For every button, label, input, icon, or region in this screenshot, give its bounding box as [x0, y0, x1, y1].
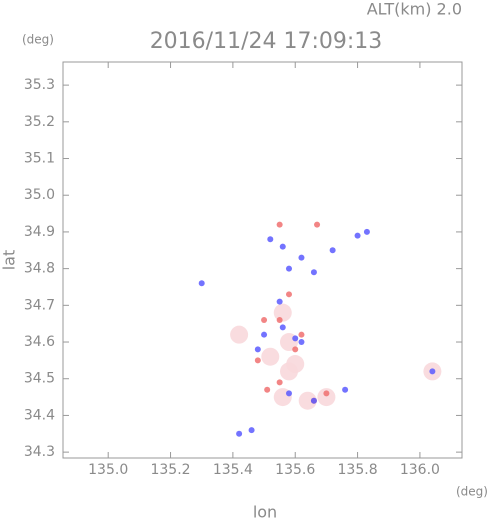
echo-point — [298, 254, 305, 261]
echo-point — [279, 324, 286, 331]
echo-point — [298, 339, 305, 346]
x-tick-label: 135.0 — [88, 462, 128, 478]
x-tick-label: 136.0 — [400, 462, 440, 478]
chart-title: 2016/11/24 17:09:13 — [150, 29, 383, 54]
echo-point — [285, 265, 292, 272]
y-tick-label: 34.5 — [24, 371, 55, 387]
y-tick-label: 34.7 — [24, 297, 55, 313]
echo-point — [298, 391, 317, 410]
echo-point — [354, 232, 361, 239]
y-unit: (deg) — [22, 33, 54, 47]
echo-point — [276, 317, 283, 324]
echo-point — [285, 291, 292, 298]
y-tick-label: 35.1 — [24, 151, 55, 167]
echo-point — [329, 247, 336, 254]
echo-point — [276, 379, 283, 386]
echo-point — [261, 331, 268, 338]
y-tick-label: 35.0 — [24, 187, 55, 203]
echo-point — [317, 388, 336, 407]
x-tick-label: 135.2 — [150, 462, 190, 478]
echo-point — [276, 298, 283, 305]
y-tick-label: 34.3 — [24, 444, 55, 460]
echo-point — [198, 280, 205, 287]
x-tick-label: 135.4 — [213, 462, 253, 478]
echo-point — [298, 331, 305, 338]
echo-point — [292, 335, 299, 342]
echo-point — [342, 386, 349, 393]
echo-point — [264, 386, 271, 393]
plot-frame — [62, 61, 463, 459]
echo-point — [363, 228, 370, 235]
echo-point — [267, 236, 274, 243]
echo-point — [279, 243, 286, 250]
echo-point — [273, 303, 292, 322]
y-axis-label: lat — [0, 250, 19, 271]
echo-point — [230, 325, 249, 344]
echo-point — [429, 368, 436, 375]
echo-point — [261, 317, 268, 324]
y-tick-label: 35.2 — [24, 114, 55, 130]
x-tick-label: 135.6 — [275, 462, 315, 478]
echo-point — [314, 221, 321, 228]
altitude-label: ALT(km) 2.0 — [367, 0, 462, 19]
echo-point — [248, 427, 255, 434]
x-axis-label: lon — [253, 503, 277, 521]
y-tick-label: 34.6 — [24, 334, 55, 350]
y-tick-label: 35.3 — [24, 77, 55, 93]
x-tick-label: 135.8 — [338, 462, 378, 478]
echo-point — [261, 347, 280, 366]
y-tick-label: 34.8 — [24, 261, 55, 277]
echo-point — [254, 357, 261, 364]
echo-point — [323, 390, 330, 397]
echo-point — [285, 390, 292, 397]
echo-point — [310, 269, 317, 276]
echo-point — [292, 346, 299, 353]
x-unit: (deg) — [456, 485, 488, 499]
y-tick-label: 34.9 — [24, 224, 55, 240]
echo-point — [276, 221, 283, 228]
y-tick-label: 34.4 — [24, 407, 55, 423]
echo-point — [236, 430, 243, 437]
echo-point — [254, 346, 261, 353]
echo-point — [310, 397, 317, 404]
echo-point — [286, 355, 305, 374]
